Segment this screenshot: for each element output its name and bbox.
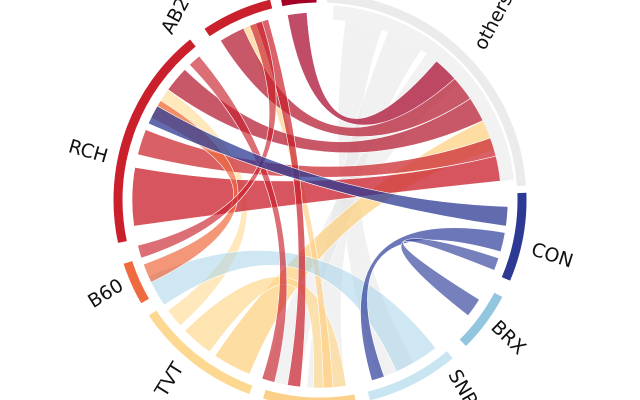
ribbon bbox=[400, 238, 500, 317]
node-arc bbox=[367, 351, 453, 400]
node-label: others bbox=[470, 0, 518, 54]
node-label: TVT bbox=[150, 358, 189, 400]
node-arc bbox=[204, 0, 273, 37]
node-label: B60 bbox=[84, 274, 127, 312]
others-band bbox=[332, 5, 514, 182]
node-arc bbox=[501, 192, 527, 281]
node-arc bbox=[123, 260, 149, 304]
ribbons bbox=[131, 12, 509, 389]
node-label: RCH bbox=[66, 135, 110, 167]
node-arc bbox=[113, 39, 196, 243]
ribbon bbox=[188, 55, 288, 383]
node-label: SNP bbox=[443, 366, 481, 400]
ribbon bbox=[147, 105, 509, 227]
node-arc bbox=[281, 0, 317, 7]
node-label: CON bbox=[529, 239, 576, 273]
node-arc bbox=[263, 389, 356, 400]
arcs bbox=[113, 0, 527, 400]
ribbon bbox=[360, 227, 506, 382]
node-label: AB2 bbox=[157, 0, 194, 38]
ribbon bbox=[137, 20, 277, 259]
node-label: BRX bbox=[487, 316, 531, 359]
node-arc bbox=[326, 0, 526, 187]
ribbon bbox=[147, 250, 437, 373]
node-arc bbox=[459, 292, 503, 347]
node-arc bbox=[148, 310, 253, 395]
